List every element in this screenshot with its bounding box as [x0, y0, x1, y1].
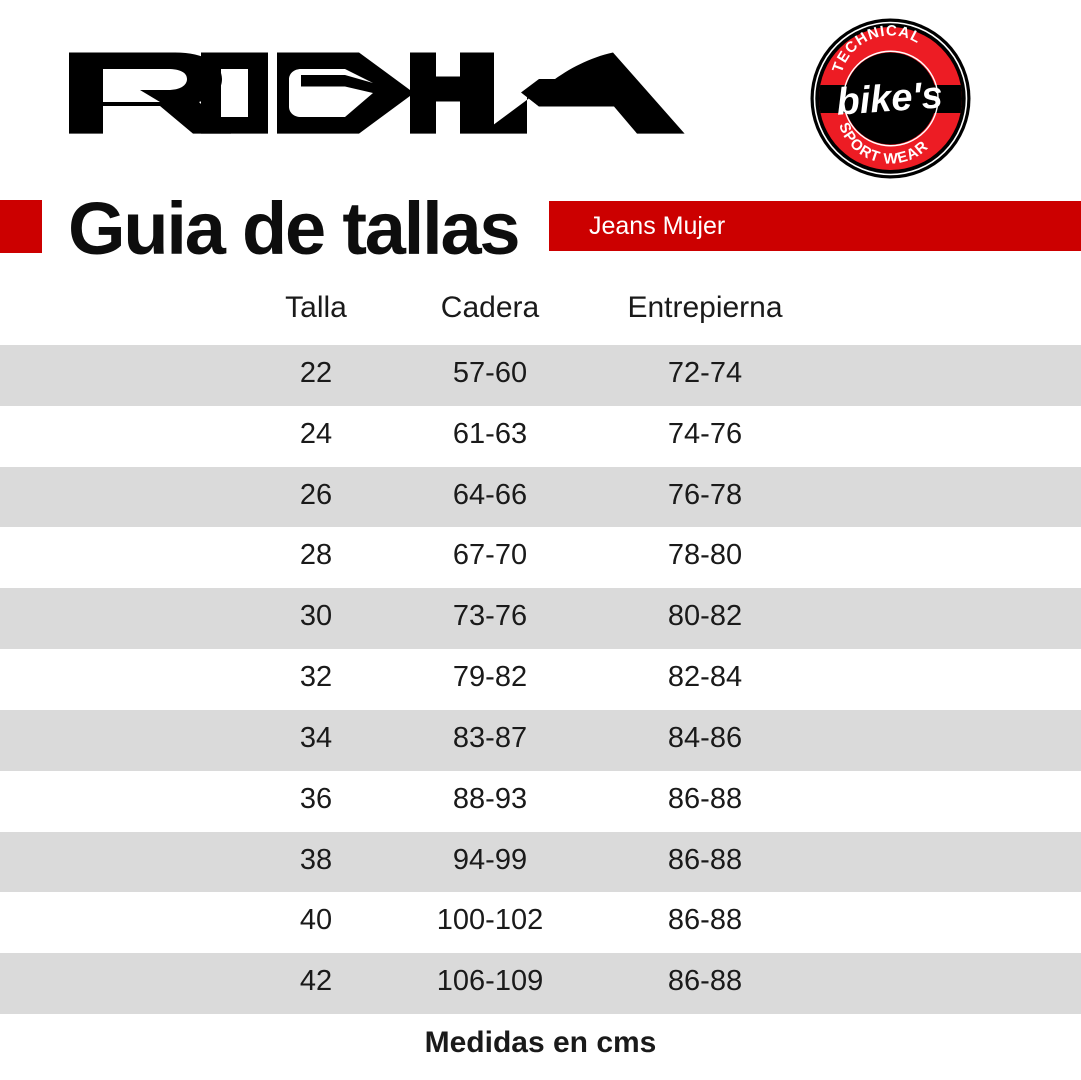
- svg-text:bike's: bike's: [835, 74, 944, 123]
